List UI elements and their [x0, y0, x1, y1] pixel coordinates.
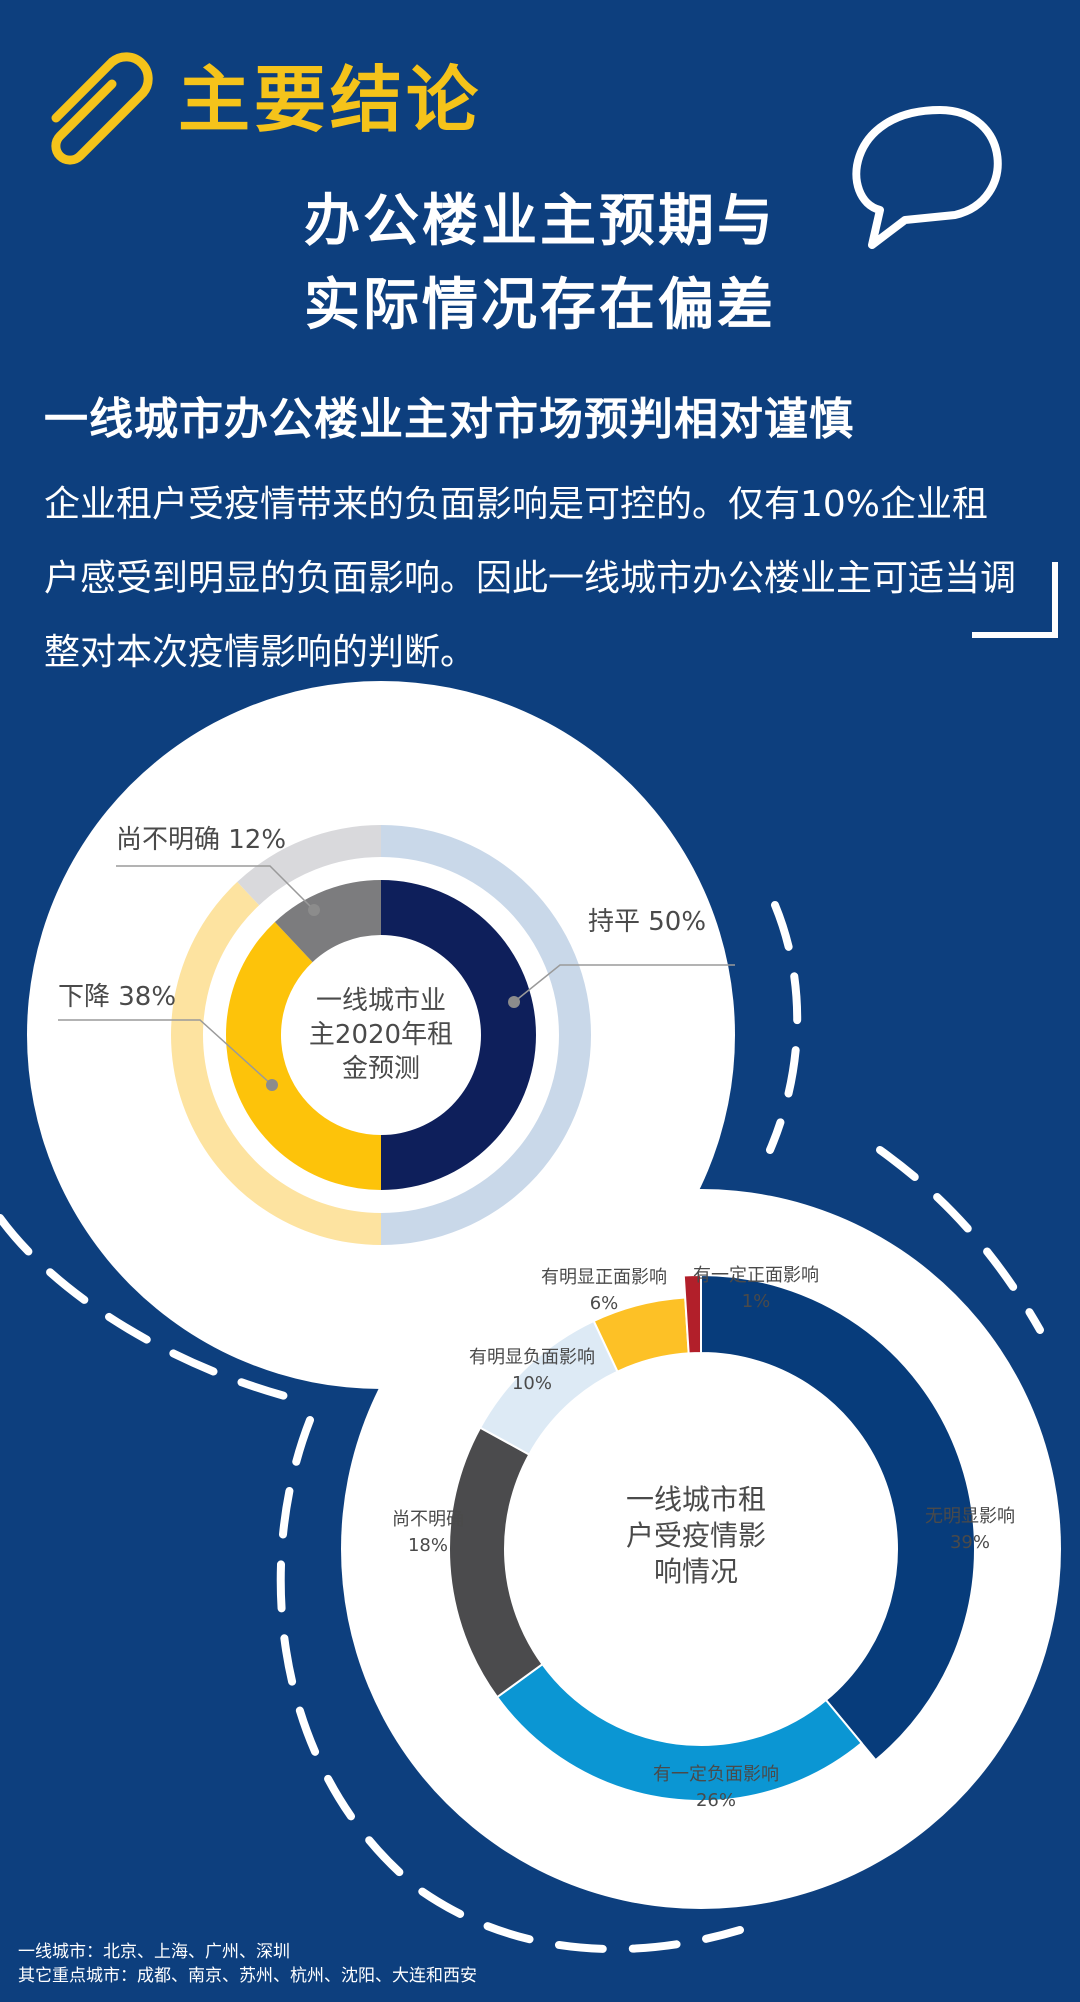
chart2-center-title-line-2: 户受疫情影: [626, 1519, 766, 1552]
chart2-pct-5: 6%: [590, 1293, 619, 1314]
subtitle-line-1: 办公楼业主预期与: [304, 189, 776, 254]
chart1-center-title-line-1: 一线城市业: [316, 986, 446, 1016]
chart1-leader-line-2: [58, 1019, 273, 1086]
chart1-outer-ring-slice-2: [171, 881, 381, 1245]
chart1-slice-3: [274, 880, 381, 963]
chart1-outer-ring-slice-3: [237, 825, 381, 906]
speech-bubble-icon: [852, 106, 1002, 249]
chart1-slice-2: [226, 922, 381, 1190]
section-body: 企业租户受疫情带来的负面影响是可控的。仅有10%企业租户感受到明显的负面影响。因…: [44, 484, 1017, 673]
chart2-pct-2: 26%: [696, 1790, 736, 1811]
chart2-label-6: 有一定正面影响: [693, 1265, 819, 1286]
chart1-outer-ring-slice-1: [381, 825, 591, 1245]
chart1-backdrop: [27, 681, 735, 1389]
chart2-center-title-line-3: 响情况: [654, 1555, 738, 1588]
chart1-leader-dot-2: [266, 1079, 278, 1091]
chart2-label-3: 尚不明确: [392, 1509, 464, 1530]
footnote: 一线城市：北京、上海、广州、深圳 其它重点城市：成都、南京、苏州、杭州、沈阳、大…: [18, 1940, 477, 1988]
chart2-label-5: 有明显正面影响: [541, 1267, 667, 1288]
chart2-pct-4: 10%: [512, 1373, 552, 1394]
chart2-label-1: 无明显影响: [925, 1506, 1015, 1527]
chart1-leader-dot-3: [308, 904, 320, 916]
chart2-pct-3: 18%: [408, 1535, 448, 1556]
chart1-center-title-line-2: 主2020年租: [309, 1020, 453, 1050]
footnote-line-2: 其它重点城市：成都、南京、苏州、杭州、沈阳、大连和西安: [18, 1966, 477, 1986]
chart2-slice-1: [700, 1273, 976, 1762]
section-title: 一线城市办公楼业主对市场预判相对谨慎: [44, 394, 854, 445]
paperclip-icon: [51, 52, 153, 165]
page-subtitle: 办公楼业主预期与 实际情况存在偏差: [220, 180, 860, 348]
chart1-leader-dot-1: [508, 996, 520, 1008]
chart1-label-3: 尚不明确 12%: [116, 825, 286, 855]
chart1-leader-line-3: [116, 865, 315, 911]
chart1-label-1: 持平 50%: [588, 907, 706, 937]
footnote-line-1: 一线城市：北京、上海、广州、深圳: [18, 1942, 290, 1962]
chart1-leader-line-1: [513, 964, 735, 1003]
chart2-label-4: 有明显负面影响: [469, 1347, 595, 1368]
chart2-slice-6: [682, 1273, 702, 1355]
chart2-label-2: 有一定负面影响: [653, 1764, 779, 1785]
chart1-center-title-line-3: 金预测: [342, 1054, 420, 1084]
subtitle-line-2: 实际情况存在偏差: [304, 273, 776, 338]
chart2-pct-6: 1%: [742, 1291, 771, 1312]
dashed-decoration: [0, 901, 1044, 1953]
chart2-center-title-line-1: 一线城市租: [626, 1483, 766, 1516]
chart1-slice-1: [381, 880, 536, 1190]
tenant-impact-donut: 无明显影响 39% 有一定负面影响 26% 尚不明确 18% 有明显负面影响 10% 有明显正面…: [392, 1265, 1015, 1811]
page-heading: 主要结论: [178, 58, 483, 142]
chart2-pct-1: 39%: [950, 1532, 990, 1553]
corner-bracket: [972, 562, 1058, 638]
chart1-label-2: 下降 38%: [58, 982, 176, 1012]
